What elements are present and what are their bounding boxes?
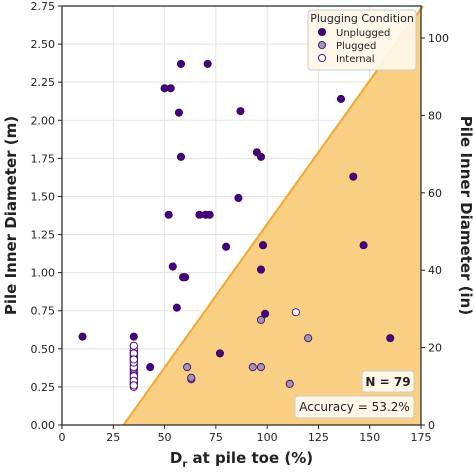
- legend: Plugging Condition Unplugged Plugged Inter…: [307, 9, 417, 71]
- point-unplugged: [176, 152, 186, 161]
- point-plugged: [304, 334, 313, 343]
- y-right-tick-label: 80: [428, 109, 442, 122]
- x-axis-label: Dr at pile toe (%): [170, 449, 313, 470]
- point-unplugged: [349, 172, 358, 181]
- x-tick-label: 0: [59, 431, 66, 444]
- point-unplugged: [261, 309, 270, 318]
- point-unplugged: [146, 363, 155, 372]
- point-plugged: [183, 363, 192, 372]
- plugging-boundary-line: [122, 5, 424, 426]
- x-tick-label: 150: [359, 431, 380, 444]
- y-tick-label: 2.00: [31, 114, 56, 127]
- y-axis-label: Pile Inner Diameter (m): [2, 116, 20, 315]
- legend-marker: [317, 27, 327, 37]
- x-axis-label-main: D: [170, 449, 182, 467]
- x-tick-label: 175: [411, 431, 432, 444]
- point-unplugged: [172, 303, 181, 312]
- point-unplugged: [203, 59, 212, 68]
- point-plugged: [256, 315, 266, 324]
- legend-title: Plugging Condition: [310, 12, 414, 25]
- data-points: [78, 59, 395, 391]
- point-unplugged: [236, 107, 245, 116]
- point-unplugged: [215, 349, 225, 358]
- accuracy-annotation-text: Accuracy = 53.2%: [299, 400, 410, 414]
- point-unplugged: [234, 193, 243, 203]
- legend-entry-label: Internal: [336, 54, 375, 65]
- point-unplugged: [359, 241, 368, 250]
- y-axis-ticks: 0.00 0.25 0.50 0.75 1.00 1.25 1.50 1.75 2.00 2.25…: [31, 0, 62, 432]
- y-tick-label: 0.75: [31, 305, 56, 318]
- point-internal: [129, 355, 138, 364]
- x-axis-label-sub: r: [182, 459, 187, 470]
- point-unplugged: [386, 334, 395, 343]
- y-right-tick-label: 0: [428, 419, 435, 432]
- point-unplugged: [222, 242, 231, 251]
- point-unplugged: [168, 262, 177, 271]
- y-tick-label: 2.50: [31, 38, 56, 51]
- point-internal: [129, 341, 138, 350]
- y-tick-label: 1.50: [31, 190, 56, 203]
- x-tick-label: 50: [158, 431, 172, 444]
- y-tick-label: 1.25: [31, 229, 56, 242]
- y-tick-label: 1.75: [31, 152, 56, 165]
- point-unplugged: [129, 332, 138, 341]
- n-annotation-text: N = 79: [365, 375, 410, 389]
- accuracy-annotation-box: [294, 395, 415, 419]
- point-plugged: [187, 373, 196, 382]
- legend-marker: [317, 53, 327, 63]
- y-right-tick-label: 20: [428, 342, 442, 355]
- point-unplugged: [78, 332, 87, 341]
- n-annotation: N = 79: [361, 370, 415, 393]
- legend-entry-label: Plugged: [336, 41, 376, 52]
- legend-box: [307, 9, 417, 71]
- point-unplugged: [258, 241, 268, 250]
- point-unplugged: [256, 152, 266, 161]
- x-tick-label: 75: [209, 431, 223, 444]
- point-internal: [129, 381, 138, 390]
- point-plugged: [285, 379, 294, 388]
- point-unplugged: [174, 108, 183, 117]
- y-right-axis-ticks: 0 20 40 60 80 100: [421, 32, 449, 432]
- point-unplugged: [181, 273, 190, 282]
- point-unplugged: [336, 94, 346, 103]
- y-right-tick-label: 40: [428, 264, 442, 277]
- point-unplugged: [164, 210, 173, 219]
- y-tick-label: 2.25: [31, 76, 56, 89]
- x-axis-ticks: 0 25 50 75 100 125 150 175: [59, 425, 432, 444]
- point-plugged: [248, 363, 257, 372]
- point-unplugged: [205, 210, 214, 219]
- point-internal: [291, 308, 300, 317]
- y-tick-label: 0.50: [31, 343, 56, 356]
- legend-marker: [317, 40, 327, 50]
- point-plugged: [256, 363, 266, 372]
- y-tick-label: 0.25: [31, 381, 56, 394]
- plot-frame: [61, 5, 422, 426]
- accuracy-annotation: Accuracy = 53.2%: [294, 395, 415, 419]
- y-tick-label: 0.00: [31, 419, 56, 432]
- y-right-tick-label: 100: [428, 32, 449, 45]
- legend-entry-label: Unplugged: [336, 28, 390, 39]
- x-tick-label: 125: [308, 431, 329, 444]
- y-tick-label: 1.00: [31, 267, 56, 280]
- x-axis-label-rest: at pile toe (%): [187, 449, 313, 467]
- y-right-axis-label: Pile Inner Diameter (in): [457, 116, 474, 315]
- y-tick-label: 2.75: [31, 0, 56, 13]
- y-right-tick-label: 60: [428, 187, 442, 200]
- point-unplugged: [166, 84, 175, 93]
- point-unplugged: [256, 265, 266, 274]
- x-tick-label: 100: [257, 431, 278, 444]
- n-annotation-box: [361, 370, 415, 393]
- legend-entries: Unplugged Plugged Internal: [317, 27, 390, 65]
- point-unplugged: [176, 59, 186, 68]
- x-tick-label: 25: [106, 431, 120, 444]
